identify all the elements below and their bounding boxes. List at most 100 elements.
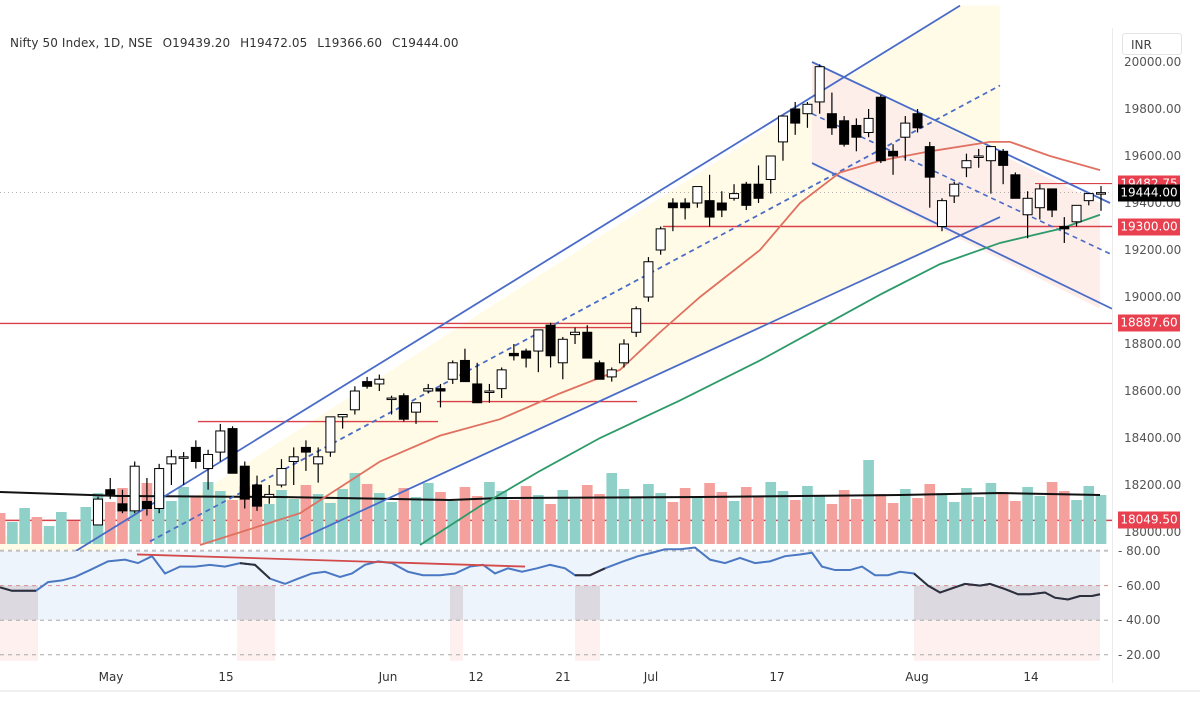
candle[interactable] bbox=[105, 477, 116, 500]
volume-bar bbox=[948, 502, 960, 544]
candle[interactable] bbox=[411, 402, 422, 424]
candle[interactable] bbox=[961, 153, 972, 178]
candle-body bbox=[227, 428, 238, 474]
candle[interactable] bbox=[386, 395, 397, 415]
volume-bar bbox=[374, 493, 385, 544]
candle[interactable] bbox=[594, 360, 605, 380]
candle[interactable] bbox=[1083, 193, 1094, 206]
candle[interactable] bbox=[765, 155, 776, 194]
candle[interactable] bbox=[1034, 184, 1045, 220]
candle[interactable] bbox=[900, 116, 911, 161]
candle[interactable] bbox=[203, 449, 214, 490]
candle[interactable] bbox=[533, 329, 544, 373]
candle[interactable] bbox=[190, 440, 201, 469]
candle[interactable] bbox=[643, 257, 654, 302]
candle[interactable] bbox=[117, 489, 128, 514]
candle[interactable] bbox=[1010, 172, 1021, 199]
volume-bar bbox=[349, 473, 361, 544]
candle[interactable] bbox=[753, 165, 764, 203]
candle[interactable] bbox=[252, 475, 263, 511]
candle[interactable] bbox=[985, 146, 996, 194]
candle[interactable] bbox=[472, 362, 483, 404]
candle[interactable] bbox=[741, 181, 752, 211]
candle[interactable] bbox=[777, 115, 788, 161]
candle[interactable] bbox=[545, 322, 556, 368]
candle[interactable] bbox=[924, 141, 935, 208]
candle[interactable] bbox=[93, 496, 103, 526]
candle[interactable] bbox=[729, 184, 740, 201]
candle[interactable] bbox=[508, 344, 519, 361]
candle[interactable] bbox=[129, 461, 140, 514]
candle[interactable] bbox=[264, 485, 275, 504]
candle[interactable] bbox=[667, 198, 678, 232]
candle[interactable] bbox=[398, 393, 409, 422]
rsi-divergence-trendline bbox=[136, 553, 526, 568]
candle-body bbox=[325, 416, 336, 453]
candle[interactable] bbox=[300, 440, 311, 471]
candle[interactable] bbox=[178, 452, 189, 485]
candle[interactable] bbox=[215, 423, 226, 462]
candle[interactable] bbox=[239, 461, 250, 509]
candle[interactable] bbox=[362, 376, 373, 389]
candle[interactable] bbox=[802, 101, 813, 128]
candle[interactable] bbox=[288, 447, 299, 485]
candle[interactable] bbox=[521, 348, 532, 368]
candle[interactable] bbox=[851, 118, 862, 152]
candle[interactable] bbox=[141, 477, 152, 516]
candle-body bbox=[680, 202, 691, 209]
volume-bar bbox=[1071, 500, 1082, 544]
candle[interactable] bbox=[606, 367, 617, 382]
candle[interactable] bbox=[484, 383, 495, 403]
candle[interactable] bbox=[863, 109, 874, 138]
candle[interactable] bbox=[936, 198, 947, 232]
candle-body bbox=[936, 200, 947, 227]
candle[interactable] bbox=[655, 226, 666, 255]
candle[interactable] bbox=[459, 348, 470, 383]
candle[interactable] bbox=[337, 414, 348, 429]
candle[interactable] bbox=[166, 449, 177, 485]
candle[interactable] bbox=[423, 383, 434, 394]
candle[interactable] bbox=[973, 148, 984, 168]
candle[interactable] bbox=[325, 416, 336, 457]
candle[interactable] bbox=[374, 374, 385, 391]
candle[interactable] bbox=[1022, 191, 1033, 239]
candle[interactable] bbox=[839, 116, 850, 147]
candle[interactable] bbox=[447, 360, 458, 384]
candle[interactable] bbox=[949, 181, 960, 203]
candle[interactable] bbox=[496, 367, 507, 399]
candle[interactable] bbox=[618, 339, 629, 368]
candle[interactable] bbox=[790, 101, 801, 135]
candle[interactable] bbox=[557, 336, 568, 380]
candle[interactable] bbox=[631, 306, 642, 337]
candle[interactable] bbox=[1096, 186, 1106, 211]
candle[interactable] bbox=[912, 109, 923, 133]
candle[interactable] bbox=[276, 459, 287, 488]
candle[interactable] bbox=[582, 325, 593, 359]
candle-body bbox=[447, 362, 458, 380]
candle[interactable] bbox=[826, 92, 837, 135]
volume-bar bbox=[545, 504, 556, 544]
candle[interactable] bbox=[1047, 188, 1058, 218]
candle[interactable] bbox=[888, 144, 899, 175]
candle[interactable] bbox=[814, 64, 825, 114]
candle[interactable] bbox=[716, 191, 727, 218]
candle[interactable] bbox=[313, 447, 324, 483]
candle-body bbox=[716, 202, 727, 211]
candle[interactable] bbox=[692, 186, 703, 208]
candle[interactable] bbox=[154, 463, 165, 514]
candle[interactable] bbox=[680, 198, 691, 220]
candle[interactable] bbox=[1071, 204, 1082, 227]
price-axis-label: 19800.00 bbox=[1124, 102, 1182, 116]
candle[interactable] bbox=[704, 174, 715, 227]
candle[interactable] bbox=[570, 327, 581, 344]
candle[interactable] bbox=[875, 94, 886, 164]
candle[interactable] bbox=[1059, 217, 1070, 243]
candle[interactable] bbox=[227, 426, 238, 474]
currency-button[interactable]: INR bbox=[1122, 33, 1182, 55]
candle-body bbox=[386, 397, 397, 401]
candle[interactable] bbox=[435, 383, 446, 408]
candle[interactable] bbox=[349, 386, 360, 415]
candle[interactable] bbox=[998, 148, 1009, 185]
